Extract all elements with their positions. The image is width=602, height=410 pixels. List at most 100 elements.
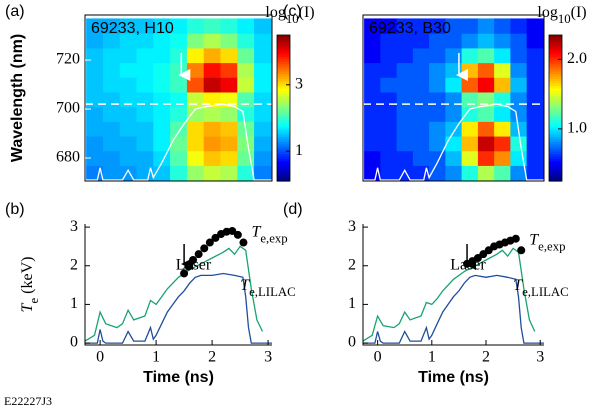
heatmap-cell [526,150,544,166]
heatmap-cell [254,165,272,181]
heatmap-cell [186,106,205,122]
heatmap-cell [186,77,205,93]
panel-label: (c) [283,3,302,20]
colorbar-step [277,178,290,182]
heatmap-cell [86,62,104,78]
heatmap-cell [237,62,255,78]
heatmap-cell [494,62,512,78]
data-point [194,250,203,259]
heatmap-cell [429,47,446,64]
colorbar-step [277,120,290,124]
x-tick-label: 1 [152,349,160,366]
series-line [85,272,272,344]
heatmap-cell [86,77,104,93]
colorbar-step [549,134,562,138]
heatmap-cell [170,18,188,34]
heatmap-cell [510,77,528,93]
heatmap-cell [526,18,544,34]
heatmap-cell [186,62,205,78]
heatmap-cell [526,165,544,181]
colorbar-step [549,144,562,148]
colorbar-step [277,134,290,138]
annotation: 69233, H10 [91,20,174,37]
heatmap-cell [429,33,446,49]
colorbar-step [549,129,562,133]
axes [84,224,272,346]
data-point [511,234,520,243]
colorbar-step [277,42,290,46]
heatmap-cell [119,121,138,137]
data-point [228,226,237,235]
colorbar-step [277,127,290,131]
heatmap-cell [136,33,154,49]
colorbar-step [549,105,562,109]
colorbar-step [277,39,290,43]
heatmap-cell [237,18,255,34]
colorbar-step [549,35,562,39]
heatmap-cell [477,33,495,49]
colorbar-step [549,88,562,92]
data-point [233,230,242,239]
colorbar-step [277,54,290,58]
heatmap-cell [494,135,512,152]
colorbar-step [277,93,290,97]
colorbar-step [277,166,290,170]
heatmap-cell [445,47,463,64]
heatmap-cell [445,165,463,181]
heatmap-cell [526,135,544,152]
heatmap-cell [445,135,463,152]
x-axis-label: Time (ns) [143,369,214,386]
heatmap-cell [364,47,381,64]
x-tick-label: 1 [428,349,436,366]
series-label: Te,exp [529,231,565,253]
heatmap-cell [364,77,381,93]
colorbar-step [549,146,562,150]
heatmap-cell [461,121,479,137]
heatmap-cell [86,121,104,137]
y-tick-label: 3 [348,218,356,235]
heatmap-cell [254,91,272,108]
heatmap-cell [119,47,138,64]
heatmap-cell [220,150,238,166]
colorbar-step [549,178,562,182]
heatmap-cell [477,47,495,64]
heatmap-cell [461,165,479,181]
heatmap-cell [461,18,479,34]
heatmap-cell [186,33,205,49]
heatmap-cell [170,165,188,181]
heatmap-cell [86,150,104,166]
colorbar-step [277,83,290,87]
heatmap-cell [102,62,121,78]
colorbar-step [549,100,562,104]
colorbar-step [277,105,290,109]
colorbar-step [549,81,562,85]
heatmap-cell [220,135,238,152]
heatmap-cell [364,135,381,152]
heatmap-cell [445,150,463,166]
heatmap-cell [119,18,138,34]
colorbar-step [277,35,290,39]
heatmap-cell [494,165,512,181]
x-tick-label: 0 [96,349,104,366]
colorbar-step [549,110,562,114]
colorbar-step [277,69,290,73]
heatmap-cell [102,33,121,49]
overlay-line [85,103,272,181]
heatmap-cell [254,106,272,122]
colorbar-step [277,81,290,85]
y-tick-label: 2 [70,256,78,273]
heatmap-cell [203,106,222,122]
data-point [205,238,214,247]
heatmap-cell [237,106,255,122]
colorbar-step [549,171,562,175]
heatmap-cell [380,165,398,181]
heatmap-cell [136,62,154,78]
heatmap-cell [412,150,430,166]
heatmap-cell [153,33,171,49]
colorbar-step [549,161,562,165]
annotation: 69233, B30 [369,20,451,37]
heatmap-cell [364,18,381,34]
heatmap-cell [220,47,238,64]
y-tick-label: 700 [56,100,80,117]
heatmap-cell [461,135,479,152]
